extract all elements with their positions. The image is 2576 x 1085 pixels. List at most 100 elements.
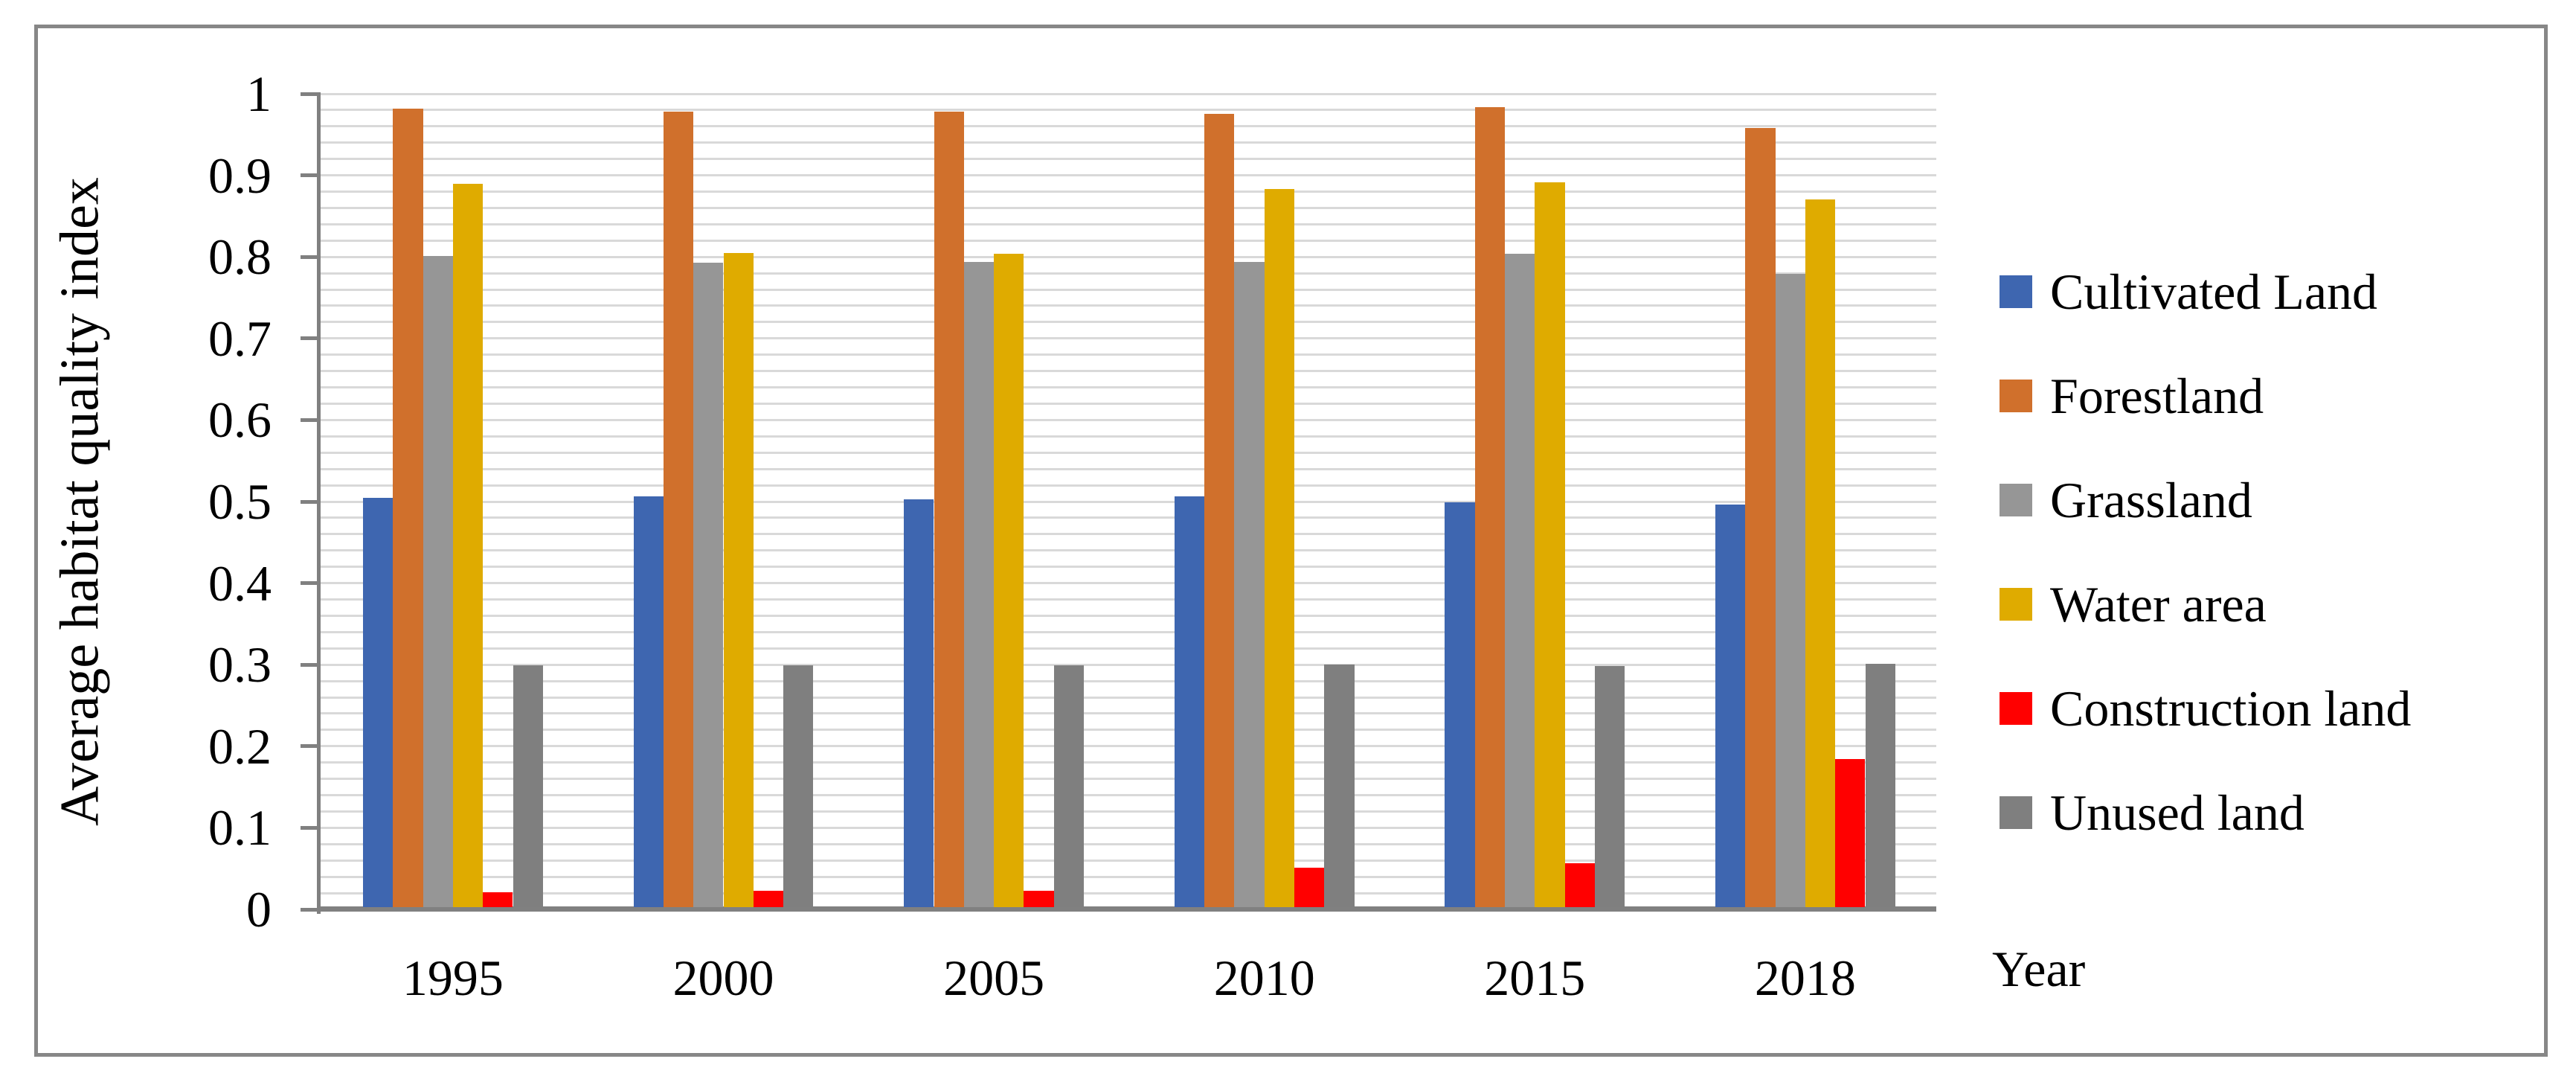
gridline bbox=[321, 239, 1936, 242]
gridline bbox=[321, 141, 1936, 144]
gridline bbox=[321, 402, 1936, 405]
gridline bbox=[321, 484, 1936, 487]
gridline bbox=[321, 533, 1936, 536]
gridline bbox=[321, 191, 1936, 193]
legend-item-construction-land: Construction land bbox=[2000, 675, 2411, 742]
gridline bbox=[321, 729, 1936, 732]
gridline bbox=[321, 859, 1936, 862]
y-tick-mark bbox=[301, 417, 321, 422]
bar-construction-land-1995 bbox=[483, 892, 513, 907]
x-tick-label-1995: 1995 bbox=[402, 950, 504, 1006]
y-tick-mark bbox=[301, 825, 321, 830]
y-tick-mark bbox=[301, 336, 321, 341]
x-tick-label-2005: 2005 bbox=[943, 950, 1045, 1006]
legend-item-cultivated-land: Cultivated Land bbox=[2000, 258, 2377, 325]
gridline bbox=[321, 549, 1936, 552]
gridline bbox=[321, 92, 1936, 95]
bar-forestland-2005 bbox=[934, 112, 964, 907]
gridline bbox=[321, 582, 1936, 585]
y-tick-label: 1 bbox=[246, 65, 272, 122]
gridline bbox=[321, 826, 1936, 829]
bar-construction-land-2005 bbox=[1024, 890, 1054, 907]
gridline bbox=[321, 712, 1936, 715]
x-axis-line bbox=[317, 906, 1936, 912]
bar-grassland-2018 bbox=[1775, 274, 1805, 907]
legend-item-grassland: Grassland bbox=[2000, 467, 2252, 534]
bar-cultivated-land-2018 bbox=[1715, 505, 1746, 907]
gridline bbox=[321, 288, 1936, 291]
gridline bbox=[321, 875, 1936, 878]
bar-forestland-1995 bbox=[393, 108, 423, 907]
legend-label: Water area bbox=[2050, 576, 2267, 633]
y-tick-label: 0.6 bbox=[208, 391, 272, 449]
bar-water-area-2015 bbox=[1535, 182, 1565, 907]
legend-swatch-icon bbox=[2000, 380, 2032, 412]
gridline bbox=[321, 566, 1936, 569]
bar-construction-land-2018 bbox=[1835, 759, 1866, 907]
y-axis-title: Average habitat quality index bbox=[49, 177, 111, 827]
bar-unused-land-2010 bbox=[1324, 665, 1355, 907]
gridline bbox=[321, 337, 1936, 340]
bar-construction-land-2000 bbox=[753, 890, 784, 907]
gridline bbox=[321, 451, 1936, 454]
gridline bbox=[321, 630, 1936, 633]
y-tick-label: 0.3 bbox=[208, 636, 272, 694]
legend-item-water-area: Water area bbox=[2000, 571, 2267, 638]
bar-cultivated-land-1995 bbox=[363, 497, 394, 907]
gridline bbox=[321, 794, 1936, 797]
gridline bbox=[321, 174, 1936, 177]
bar-unused-land-2000 bbox=[783, 665, 814, 907]
y-tick-label: 0.4 bbox=[208, 554, 272, 612]
gridline bbox=[321, 386, 1936, 389]
y-tick-mark bbox=[301, 255, 321, 259]
bar-unused-land-1995 bbox=[513, 665, 543, 907]
gridline bbox=[321, 109, 1936, 112]
y-tick-mark bbox=[301, 173, 321, 178]
bar-forestland-2018 bbox=[1745, 128, 1776, 907]
bar-water-area-2000 bbox=[723, 252, 754, 907]
x-tick-label-2010: 2010 bbox=[1213, 950, 1315, 1006]
gridline bbox=[321, 598, 1936, 601]
y-tick-mark bbox=[301, 744, 321, 749]
gridline bbox=[321, 500, 1936, 503]
bar-unused-land-2005 bbox=[1053, 665, 1084, 907]
gridline bbox=[321, 745, 1936, 748]
legend-item-forestland: Forestland bbox=[2000, 362, 2264, 429]
gridline bbox=[321, 158, 1936, 161]
legend-swatch-icon bbox=[2000, 692, 2032, 725]
gridline bbox=[321, 435, 1936, 438]
gridline bbox=[321, 370, 1936, 373]
gridline bbox=[321, 125, 1936, 128]
x-tick-label-2015: 2015 bbox=[1484, 950, 1586, 1006]
bar-grassland-1995 bbox=[423, 256, 453, 907]
gridline bbox=[321, 304, 1936, 307]
gridline bbox=[321, 647, 1936, 650]
gridline bbox=[321, 892, 1936, 894]
y-tick-mark bbox=[301, 907, 321, 912]
y-tick-label: 0.5 bbox=[208, 473, 272, 530]
bar-forestland-2015 bbox=[1474, 106, 1505, 907]
y-tick-mark bbox=[301, 662, 321, 667]
bar-cultivated-land-2010 bbox=[1174, 496, 1205, 907]
gridline bbox=[321, 696, 1936, 699]
x-tick-label-2018: 2018 bbox=[1754, 950, 1856, 1006]
bar-unused-land-2018 bbox=[1865, 664, 1895, 907]
gridline bbox=[321, 516, 1936, 519]
legend-label: Cultivated Land bbox=[2050, 263, 2378, 320]
y-tick-label: 0.8 bbox=[208, 228, 272, 286]
legend-label: Construction land bbox=[2050, 680, 2412, 737]
gridline bbox=[321, 778, 1936, 781]
legend-swatch-icon bbox=[2000, 796, 2032, 829]
legend-label: Unused land bbox=[2050, 784, 2304, 841]
y-tick-mark bbox=[301, 499, 321, 504]
bar-grassland-2010 bbox=[1234, 261, 1265, 907]
y-tick-mark bbox=[301, 92, 321, 96]
gridline bbox=[321, 206, 1936, 209]
bar-water-area-2010 bbox=[1264, 189, 1294, 907]
legend-swatch-icon bbox=[2000, 588, 2032, 621]
gridline bbox=[321, 614, 1936, 617]
y-tick-label: 0.1 bbox=[208, 799, 272, 857]
x-tick-label-2000: 2000 bbox=[672, 950, 774, 1006]
legend-swatch-icon bbox=[2000, 484, 2032, 516]
